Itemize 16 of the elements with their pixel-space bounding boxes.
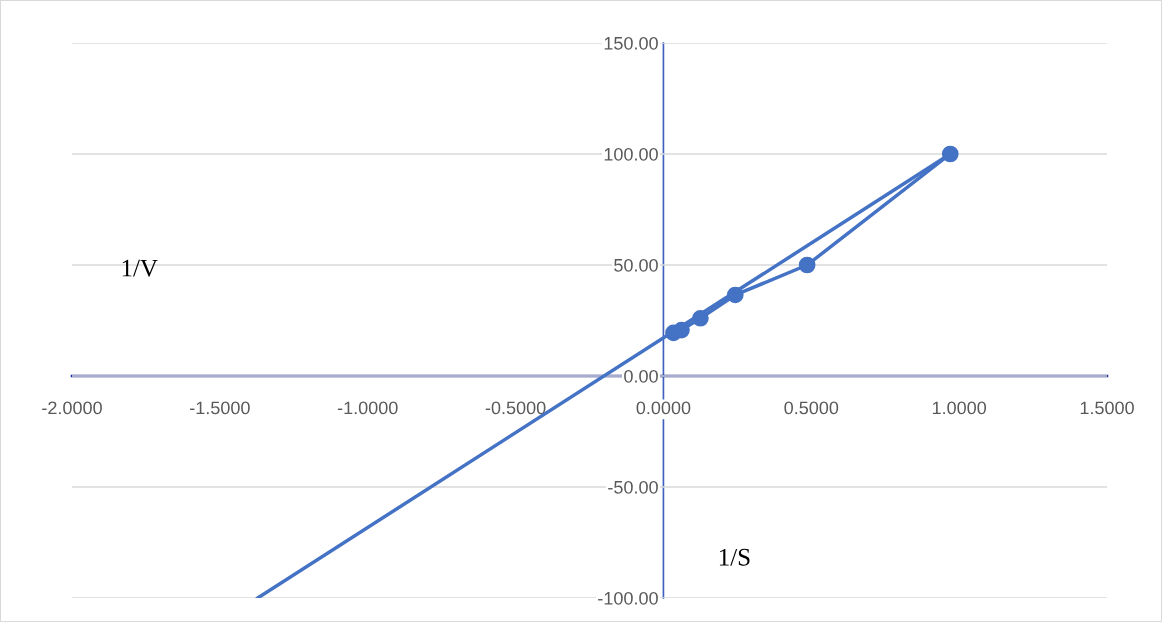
x-tick-label: -1.0000: [337, 401, 398, 415]
y-tick-label: -50.00: [608, 480, 658, 494]
y-tick-label: 0.00: [624, 369, 658, 383]
y-tick-label: -100.00: [598, 591, 658, 605]
x-tick-label: 1.5000: [1080, 401, 1134, 415]
x-tick-label: -1.5000: [190, 401, 250, 415]
x-tick-label: -2.0000: [42, 401, 102, 415]
y-tick-label: 150.00: [604, 36, 658, 50]
y-axis-title: 1/V: [122, 259, 158, 277]
x-axis-title: 1/S: [719, 548, 750, 566]
x-tick-label: -0.5000: [485, 401, 546, 415]
y-tick-label: 100.00: [604, 147, 658, 161]
x-tick-label: 1.0000: [932, 401, 987, 415]
x-tick-label: 0.5000: [784, 401, 839, 415]
y-tick-label: 50.00: [614, 258, 658, 272]
x-tick-label: 0.0000: [636, 401, 691, 415]
